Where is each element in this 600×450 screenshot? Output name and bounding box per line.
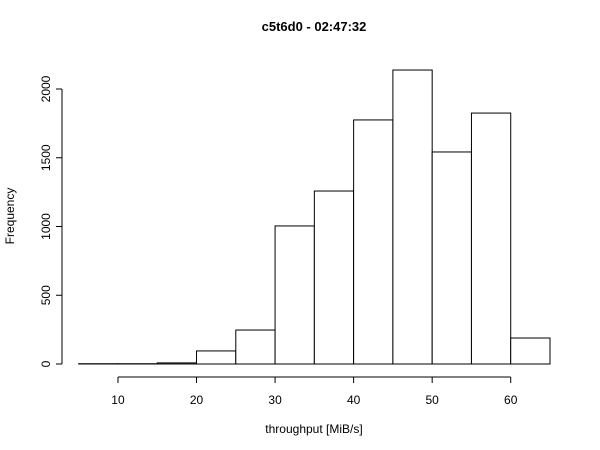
bar (235, 329, 276, 365)
y-axis-label: Frequency (3, 188, 17, 245)
y-tick-label: 0 (39, 360, 53, 367)
x-tick-label: 50 (425, 393, 439, 407)
y-tick-label: 2000 (39, 75, 53, 102)
x-tick-label: 30 (268, 393, 282, 407)
bar (274, 225, 315, 365)
bar (313, 190, 355, 365)
y-tick-label: 500 (39, 285, 53, 305)
y-tick-label: 1500 (39, 144, 53, 171)
x-tick-label: 40 (347, 393, 361, 407)
x-tick-label: 60 (504, 393, 518, 407)
bar (510, 337, 551, 365)
bar (470, 112, 512, 365)
x-tick-label: 10 (111, 393, 125, 407)
y-tick-label: 1000 (39, 213, 53, 240)
chart-title: c5t6d0 - 02:47:32 (262, 19, 367, 34)
bar (431, 151, 472, 365)
bar (156, 362, 198, 365)
bar (353, 119, 394, 365)
bar (196, 350, 237, 365)
bar (392, 69, 433, 365)
x-tick-label: 20 (190, 393, 204, 407)
x-axis-label: throughput [MiB/s] (265, 422, 362, 436)
